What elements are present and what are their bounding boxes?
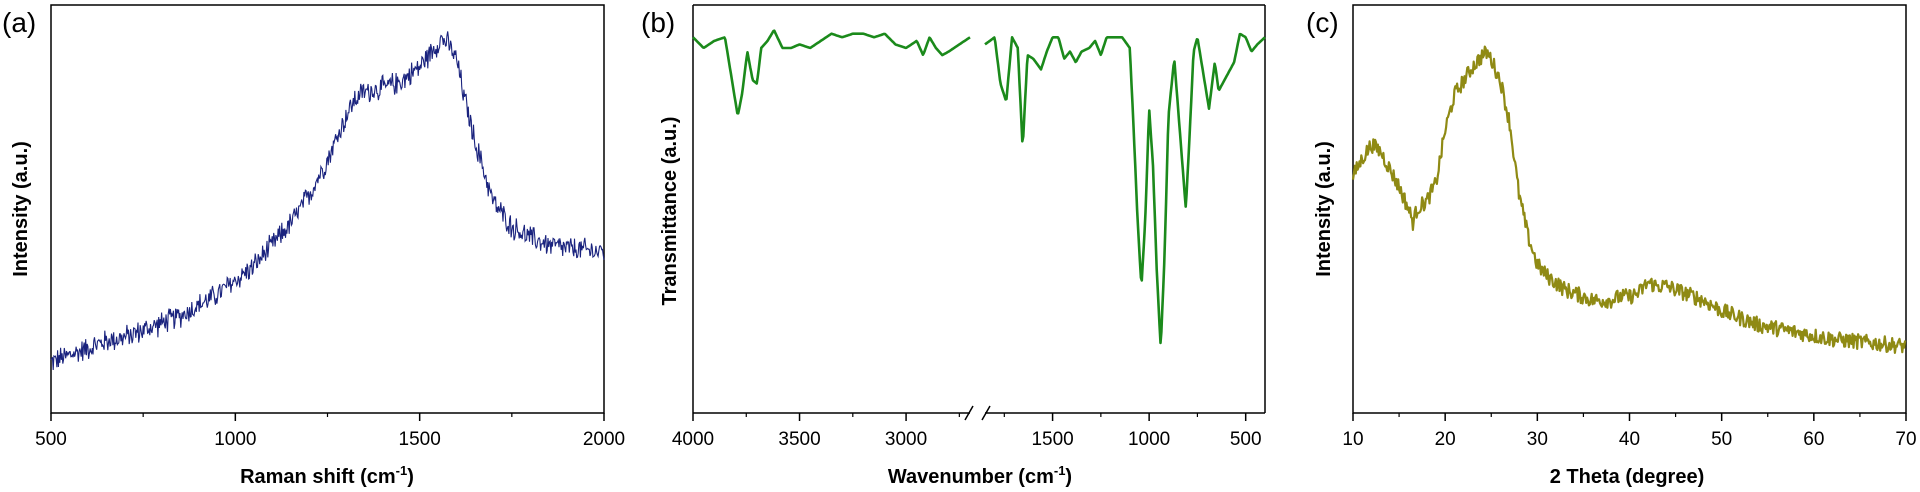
panel-b-x-tick-label: 1000 — [1128, 429, 1170, 450]
panel-b-y-axis-title: Transmittance (a.u.) — [659, 117, 681, 306]
panel-c-x-axis-title: 2 Theta (degree) — [1550, 466, 1704, 488]
panel-c-x-tick-label: 20 — [1435, 429, 1456, 450]
panel-c-label: (c) — [1306, 7, 1339, 38]
xrd-series-line — [1351, 45, 1907, 354]
panel-c-x-tick-label: 70 — [1895, 429, 1916, 450]
panel-c-x-tick-label: 30 — [1527, 429, 1548, 450]
panel-a: (a) 500 1000 1500 2000 Raman shift (cm-1) I… — [2, 4, 625, 488]
panel-c-x-tick-label: 40 — [1619, 429, 1640, 450]
panel-a-x-ticks: 500 1000 1500 2000 — [35, 413, 625, 450]
panel-a-x-tick-label: 1000 — [214, 429, 256, 450]
axis-break-mark — [981, 405, 991, 421]
axis-break-mark — [964, 405, 974, 421]
panel-c-x-ticks: 10 20 30 40 50 60 70 — [1342, 413, 1917, 450]
panel-c-x-tick-label: 50 — [1711, 429, 1732, 450]
ftir-series-line-segment-1 — [692, 29, 971, 115]
panel-b-x-axis-title: Wavenumber (cm-1) — [888, 463, 1072, 488]
panel-a-label: (a) — [2, 7, 36, 38]
panel-c-x-tick-label: 10 — [1342, 429, 1363, 450]
panel-c-plot — [1351, 45, 1907, 354]
panel-a-x-tick-label: 2000 — [583, 429, 625, 450]
panel-b-label: (b) — [641, 7, 675, 38]
panel-b-plot — [692, 29, 1266, 345]
panel-b-x-ticks: 4000 3500 3000 1500 1000 500 — [672, 413, 1262, 450]
panel-b-x-tick-label: 1500 — [1031, 429, 1073, 450]
raman-series-line — [50, 31, 605, 371]
panel-b-x-tick-label: 3500 — [778, 429, 820, 450]
panel-b-x-tick-label: 3000 — [885, 429, 927, 450]
panel-b-axis-break — [964, 405, 991, 421]
panel-a-x-axis-title: Raman shift (cm-1) — [240, 463, 414, 488]
panel-c: (c) 10 20 30 40 50 60 70 2 Theta (degree) Inte… — [1306, 4, 1917, 488]
panel-b-x-tick-label: 500 — [1230, 429, 1262, 450]
ftir-series-line-segment-2 — [984, 32, 1266, 345]
panel-b: (b) 4000 3500 3000 1500 1000 500 Wavenumber (… — [641, 4, 1266, 488]
panel-c-x-tick-label: 60 — [1803, 429, 1824, 450]
panel-a-y-axis-title: Intensity (a.u.) — [10, 141, 32, 277]
panel-a-x-tick-label: 1500 — [399, 429, 441, 450]
panel-b-frame — [692, 4, 1266, 414]
panel-a-plot — [50, 31, 605, 371]
panel-c-y-axis-title: Intensity (a.u.) — [1313, 141, 1335, 277]
panel-a-x-tick-label: 500 — [35, 429, 67, 450]
panel-b-x-tick-label: 4000 — [672, 429, 714, 450]
